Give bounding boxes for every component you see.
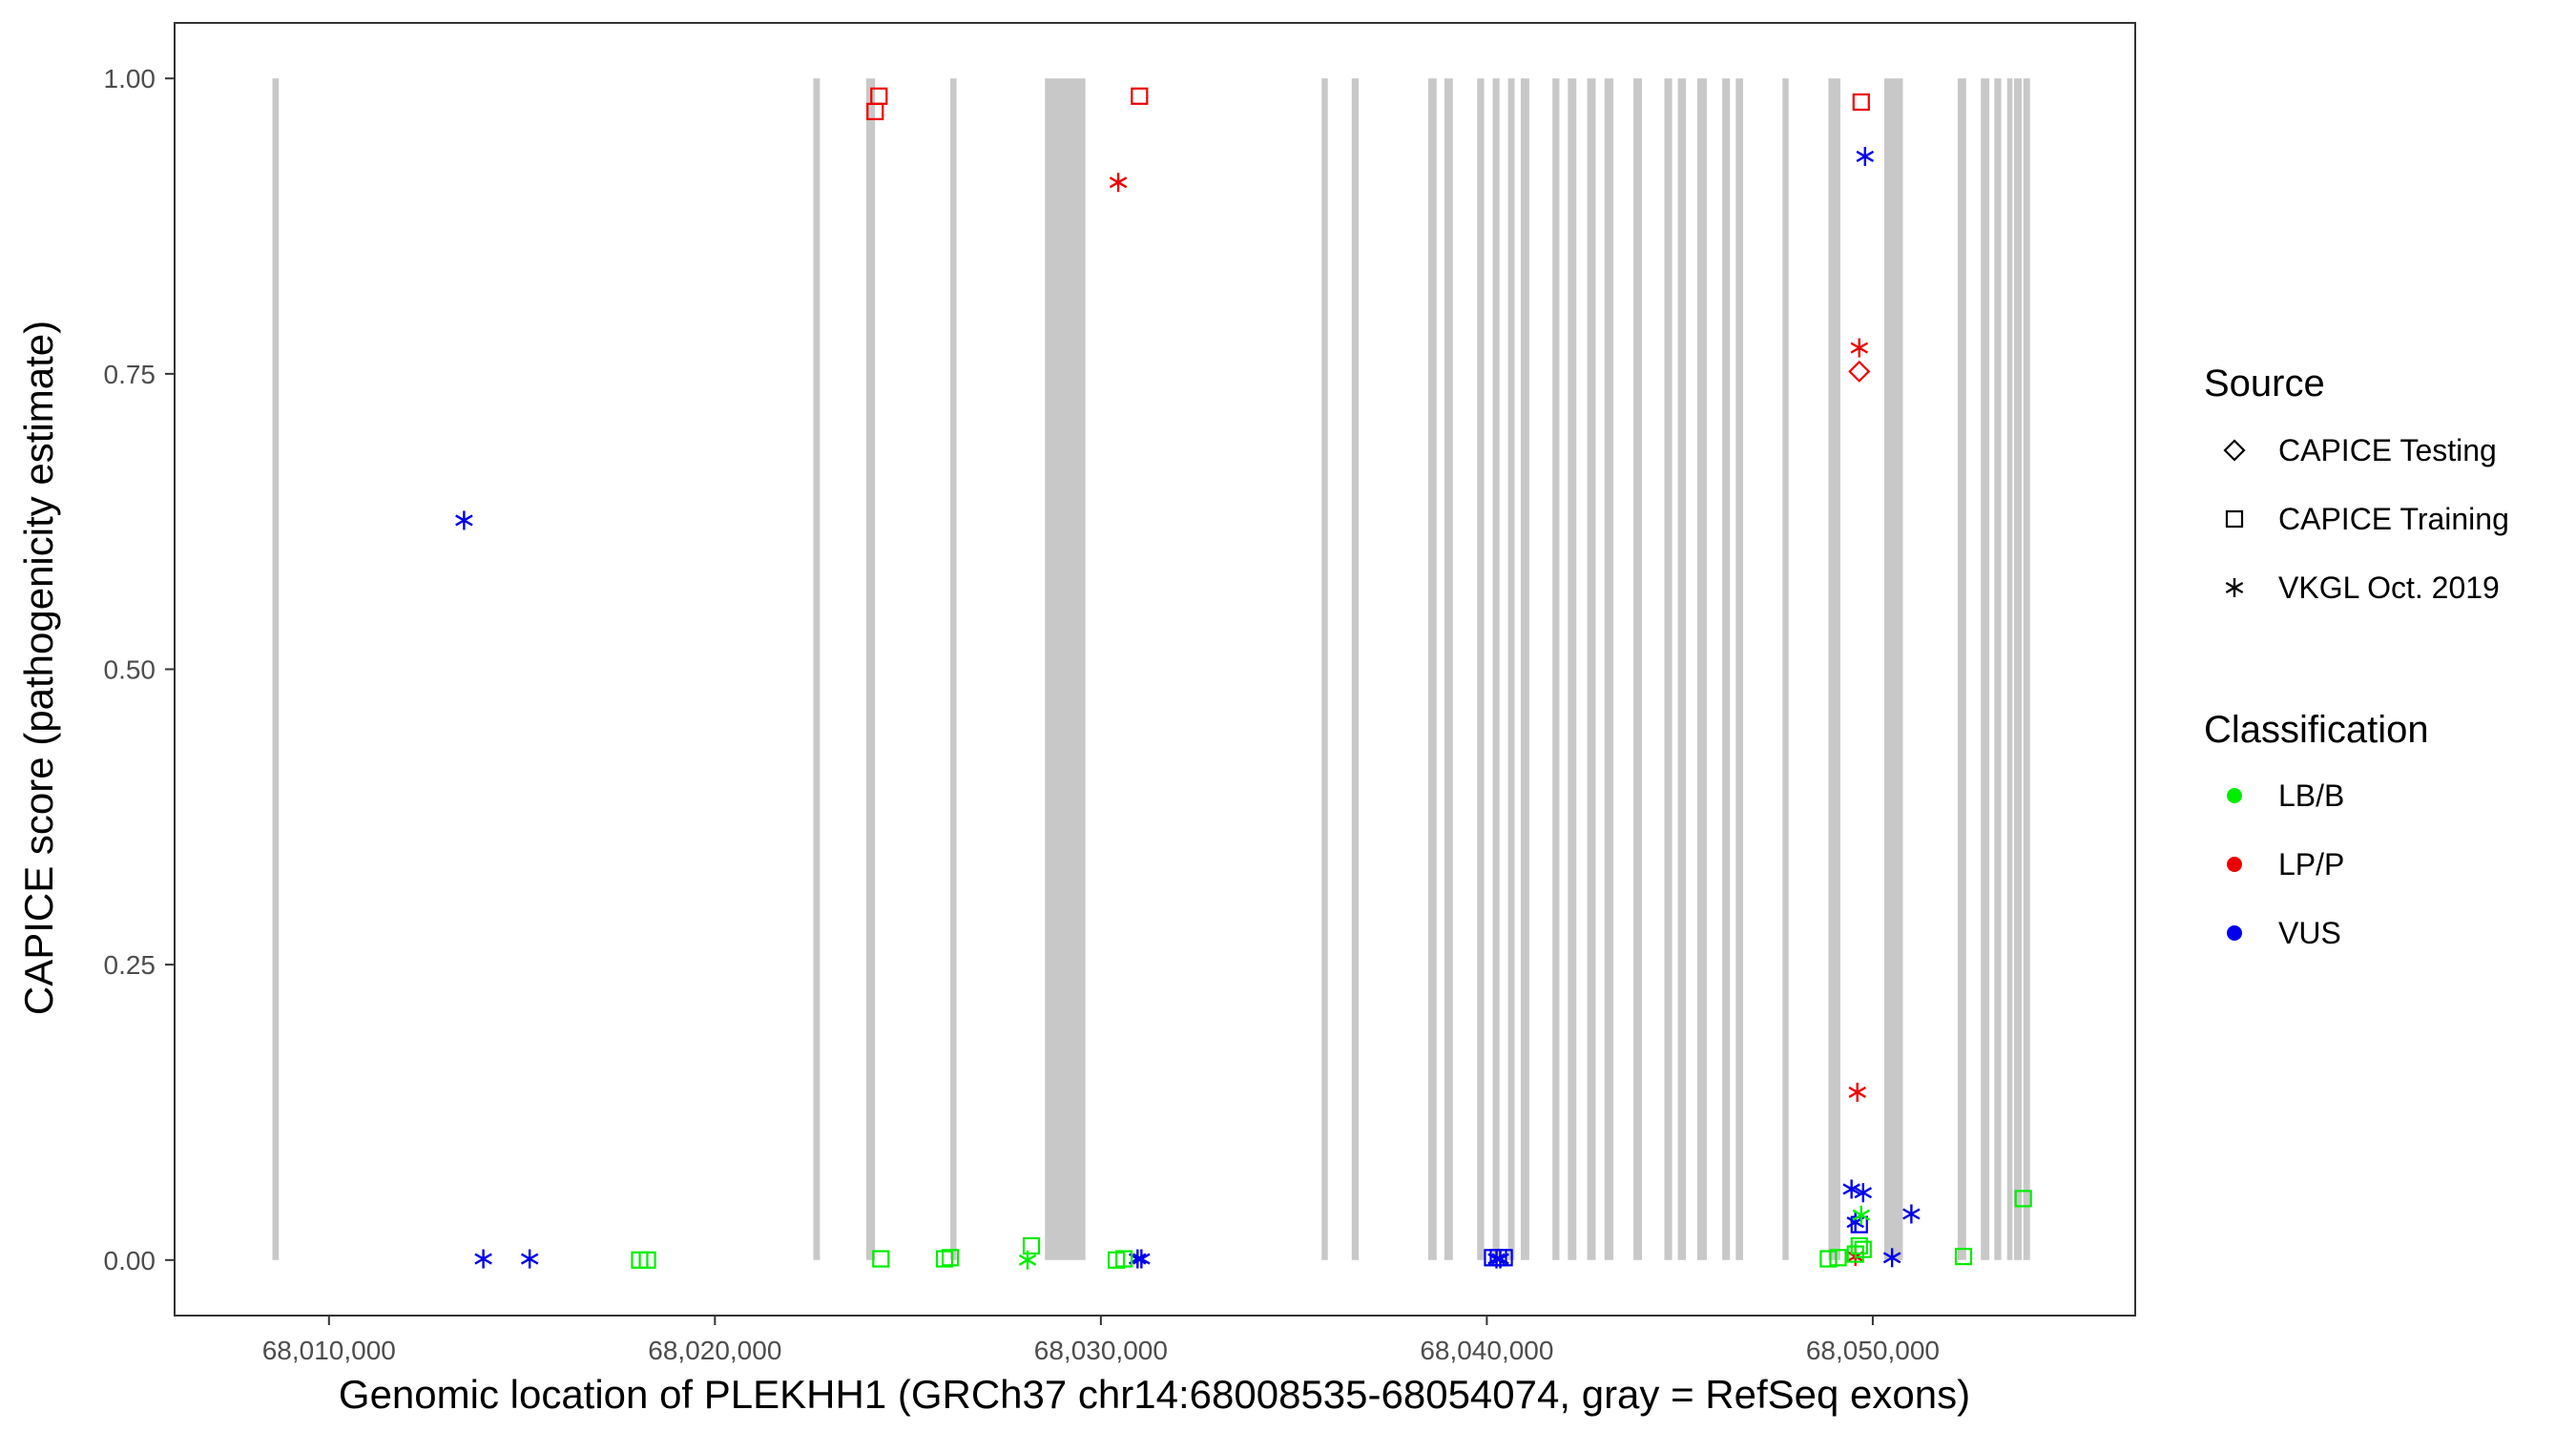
x-axis: 68,010,000 68,020,000 68,030,000 68,040,000… bbox=[262, 1316, 1940, 1365]
data-point bbox=[1852, 93, 1870, 112]
exon-bar bbox=[1722, 78, 1731, 1260]
legend-source-key bbox=[2225, 509, 2244, 529]
exon-bar bbox=[1735, 78, 1743, 1260]
data-point bbox=[1850, 338, 1869, 358]
legend-source-label: CAPICE Testing bbox=[2278, 433, 2497, 467]
exon-bar bbox=[1427, 78, 1437, 1260]
exon-bar bbox=[813, 78, 821, 1260]
exon-bar bbox=[1520, 78, 1529, 1260]
data-point bbox=[1131, 87, 1149, 105]
data-point bbox=[1848, 360, 1871, 383]
legend-class-label: LB/B bbox=[2278, 778, 2344, 813]
data-point bbox=[935, 1250, 954, 1268]
legend-source-key bbox=[2223, 439, 2246, 462]
legend-source-title: Source bbox=[2204, 363, 2325, 404]
legend-class-key bbox=[2227, 788, 2242, 803]
legend-source-label: VKGL Oct. 2019 bbox=[2278, 570, 2500, 605]
exon-bar bbox=[865, 78, 876, 1260]
data-point bbox=[1495, 1249, 1513, 1267]
legend: Source Classification CAPICE TestingCAPI… bbox=[2204, 363, 2509, 950]
data-point bbox=[872, 1250, 890, 1268]
exon-bar bbox=[1552, 78, 1560, 1260]
data-point bbox=[2014, 1190, 2032, 1208]
exon-layer bbox=[272, 78, 2030, 1260]
exon-bar bbox=[1492, 78, 1500, 1260]
y-tick-label: 0.25 bbox=[104, 950, 156, 980]
exon-bar bbox=[2023, 78, 2030, 1260]
exon-bar bbox=[1957, 78, 1966, 1260]
data-point bbox=[1856, 146, 1875, 166]
x-tick-label: 68,030,000 bbox=[1034, 1336, 1168, 1365]
exon-bar bbox=[272, 78, 280, 1260]
data-points bbox=[455, 87, 2032, 1270]
x-axis-title: Genomic location of PLEKHH1 (GRCh37 chr1… bbox=[339, 1372, 1970, 1417]
exon-bar bbox=[1782, 78, 1789, 1260]
legend-source-items: CAPICE Testing CAPICE Training VKGL Oct. 2… bbox=[2223, 433, 2509, 605]
data-point bbox=[1854, 1240, 1872, 1258]
exon-bar bbox=[1604, 78, 1614, 1260]
data-point bbox=[474, 1249, 492, 1269]
data-point bbox=[1022, 1236, 1041, 1255]
exon-bar bbox=[1507, 78, 1515, 1260]
y-tick-label: 0.00 bbox=[104, 1246, 156, 1275]
legend-class-items: LB/B LP/P VUS bbox=[2227, 778, 2344, 950]
exon-bar bbox=[950, 78, 957, 1260]
data-point bbox=[1109, 173, 1128, 193]
data-point bbox=[1115, 1250, 1133, 1268]
exon-bar bbox=[1351, 78, 1360, 1260]
exon-bar bbox=[1994, 78, 2002, 1260]
legend-class-key bbox=[2227, 857, 2242, 872]
data-point bbox=[1882, 1248, 1901, 1268]
data-point bbox=[1829, 1249, 1847, 1267]
exon-bar bbox=[1444, 78, 1453, 1260]
data-point bbox=[520, 1249, 539, 1269]
exon-bar bbox=[1677, 78, 1687, 1260]
exon-bar bbox=[2013, 78, 2023, 1260]
exon-bar bbox=[1587, 78, 1596, 1260]
exon-bar bbox=[1633, 78, 1643, 1260]
data-point bbox=[1848, 1082, 1867, 1102]
y-axis: 0.00 0.25 0.50 0.75 1.00 bbox=[104, 64, 175, 1275]
x-tick-label: 68,010,000 bbox=[262, 1336, 396, 1365]
legend-source-label: CAPICE Training bbox=[2278, 502, 2509, 536]
data-point bbox=[1132, 1249, 1151, 1269]
data-point bbox=[455, 510, 473, 530]
legend-class-label: LP/P bbox=[2278, 847, 2344, 881]
exon-bar bbox=[1477, 78, 1485, 1260]
exon-bar bbox=[1568, 78, 1577, 1260]
exon-bar bbox=[1884, 78, 1903, 1260]
exon-bar bbox=[1696, 78, 1707, 1260]
legend-class-key bbox=[2227, 925, 2242, 941]
x-tick-label: 68,040,000 bbox=[1420, 1336, 1553, 1365]
x-tick-label: 68,020,000 bbox=[648, 1336, 781, 1365]
legend-source-key bbox=[2225, 578, 2244, 597]
data-point bbox=[638, 1251, 656, 1269]
x-tick-label: 68,050,000 bbox=[1806, 1336, 1940, 1365]
data-point bbox=[1819, 1250, 1838, 1268]
data-point bbox=[866, 102, 884, 120]
exon-bar bbox=[1981, 78, 1990, 1260]
exon-bar bbox=[1664, 78, 1672, 1260]
y-tick-label: 0.50 bbox=[104, 655, 156, 685]
data-point bbox=[1954, 1247, 1973, 1266]
data-point bbox=[1850, 1236, 1868, 1255]
legend-classification-title: Classification bbox=[2204, 709, 2429, 751]
data-point bbox=[1018, 1250, 1037, 1270]
exon-bar bbox=[1045, 78, 1086, 1260]
y-axis-title: CAPICE score (pathogenicity estimate) bbox=[16, 321, 61, 1015]
exon-bar bbox=[1828, 78, 1840, 1260]
exon-bar bbox=[2006, 78, 2013, 1260]
y-tick-label: 1.00 bbox=[104, 64, 156, 93]
data-point bbox=[1852, 1205, 1871, 1225]
legend-class-label: VUS bbox=[2278, 916, 2341, 950]
y-tick-label: 0.75 bbox=[104, 360, 156, 389]
data-point bbox=[1854, 1183, 1873, 1203]
data-point bbox=[942, 1249, 960, 1267]
exon-bar bbox=[1321, 78, 1328, 1260]
data-point bbox=[1842, 1179, 1860, 1199]
data-point bbox=[1902, 1204, 1921, 1224]
